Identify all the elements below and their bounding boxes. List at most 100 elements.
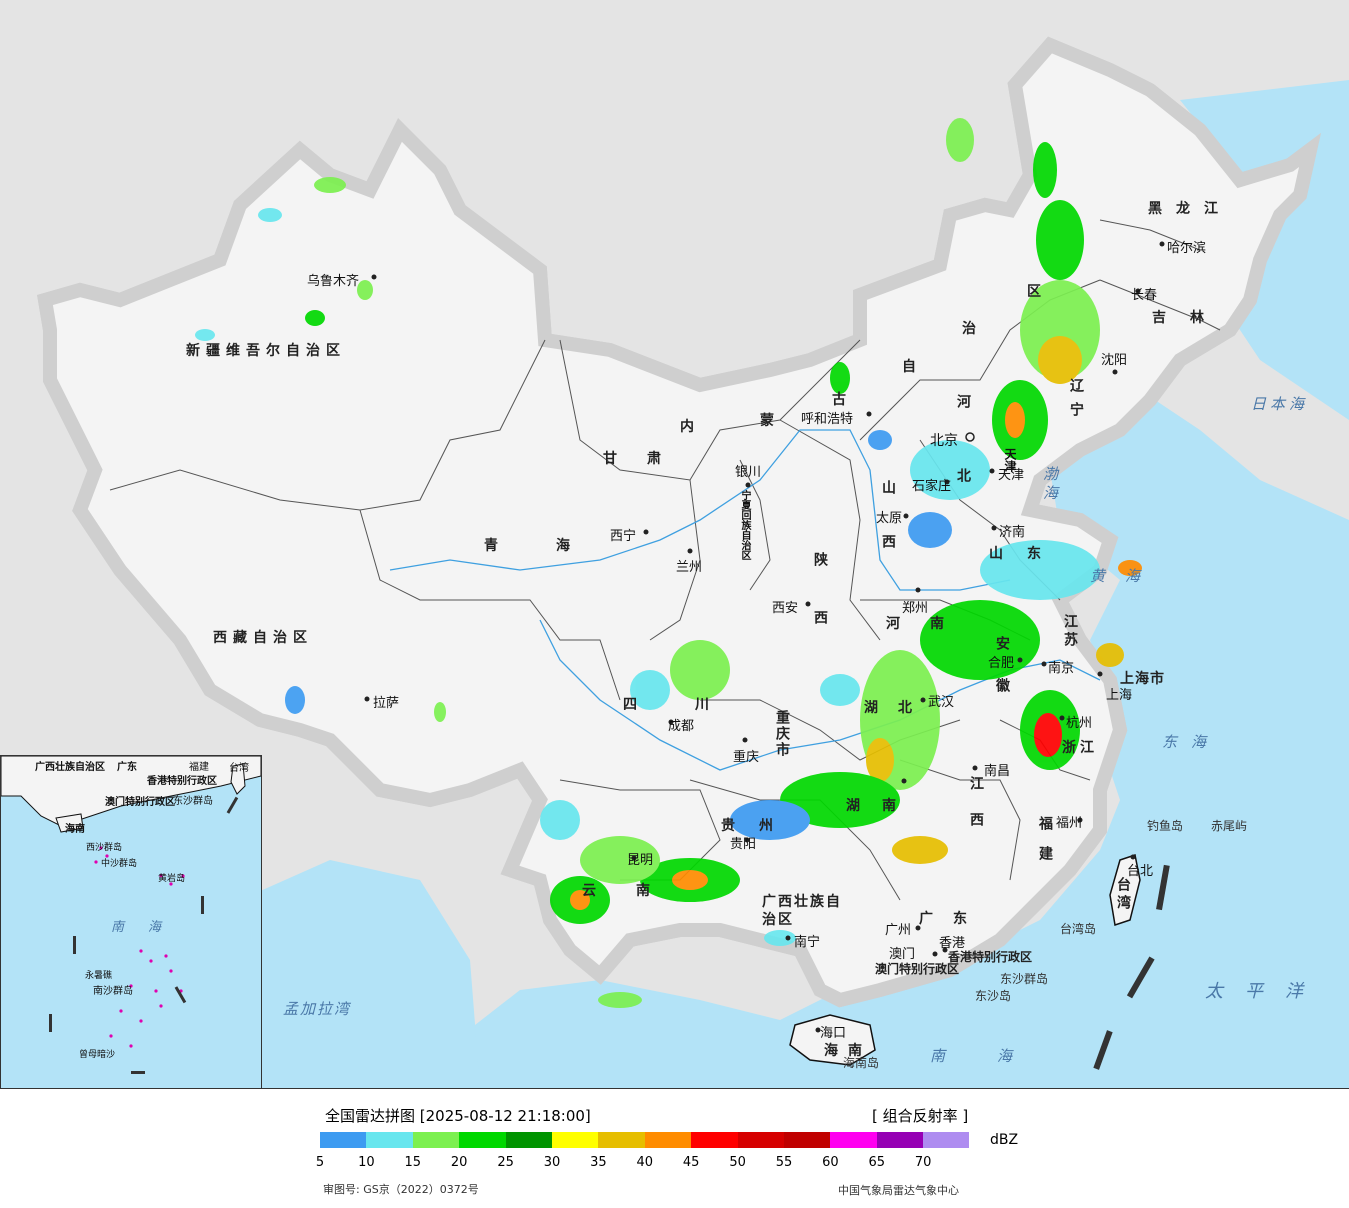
city-guangzhou: 广州 (885, 923, 912, 938)
inset-label-hongkong: 香港特别行政区 (147, 776, 217, 787)
island-chiwei: 赤尾屿 (1211, 819, 1248, 833)
scale-tick-label: 55 (775, 1155, 793, 1170)
city-haikou: 海口 (820, 1026, 847, 1041)
city-shanghai: 上海 (1106, 688, 1133, 703)
inset-label-guangdong: 广东 (117, 762, 137, 773)
region-guangxi: 广西壮族自治区 (762, 894, 842, 928)
scale-tick-label: 15 (404, 1155, 422, 1170)
city-hongkong: 香港 (939, 936, 966, 951)
region-xizang: 西藏自治区 (213, 630, 313, 646)
city-xining: 西宁 (610, 529, 637, 544)
scale-tick-label: 25 (497, 1155, 514, 1170)
region-zhejiang: 浙江 (1062, 740, 1098, 756)
boundary-dashes (1093, 864, 1170, 1070)
region-neimenggu-3: 古 (832, 392, 852, 408)
region-guizhou: 贵州 (721, 818, 797, 834)
region-chongqing: 重庆市 (774, 710, 790, 758)
region-jiangsu: 江苏 (1062, 614, 1078, 650)
inset-label-macau: 澳门特别行政区 (105, 797, 175, 808)
sea-nanhai: 南海 (930, 1047, 1065, 1065)
inset-label-hainan: 海南 (65, 824, 85, 835)
island-diaoyu: 钓鱼岛 (1147, 819, 1184, 833)
region-xinjiang: 新疆维吾尔自治区 (186, 343, 346, 359)
radar-echoes (195, 118, 1142, 1008)
color-swatch-10 (783, 1132, 831, 1148)
scale-tick-label: 40 (636, 1155, 654, 1170)
ocean-bengal (240, 860, 480, 1088)
color-swatch-11 (830, 1132, 877, 1148)
inset-label-xisha: 西沙群岛 (86, 843, 123, 853)
city-yinchuan: 银川 (735, 465, 762, 480)
region-tianjin: 天津 (1003, 448, 1017, 472)
city-fuzhou: 福州 (1056, 816, 1083, 831)
inset-label-yongshu: 永暑礁 (85, 971, 113, 981)
color-scale-bar (320, 1132, 970, 1148)
region-hunan: 湖南 (846, 798, 918, 814)
south-china-sea-inset: 广西壮族自治区 广东 福建 台湾 香港特别行政区 澳门特别行政区 海南 东沙群岛… (0, 755, 262, 1089)
region-neimenggu-1: 内 (680, 419, 700, 435)
city-nanjing: 南京 (1048, 661, 1075, 676)
region-shaanxi: 陕西 (812, 552, 828, 668)
color-swatch-4 (505, 1132, 552, 1148)
region-yunnan: 云南 (582, 883, 690, 899)
data-source: 中国气象局雷达气象中心 (838, 1184, 959, 1197)
city-zhengzhou: 郑州 (902, 601, 929, 616)
inset-label-guangxi: 广西壮族自治区 (35, 762, 105, 773)
city-nanning: 南宁 (794, 935, 821, 950)
scale-tick-label: 60 (822, 1155, 839, 1170)
region-ningxia: 宁夏回族自治区 (739, 490, 750, 560)
color-swatch-0 (320, 1132, 367, 1148)
city-chongqing: 重庆 (733, 750, 760, 765)
china-radar-map: 新疆维吾尔自治区 西藏自治区 青海 甘肃 内 蒙 古 自 治 区 黑龙江 吉林 … (0, 0, 1349, 1089)
region-hubei: 湖北 (864, 700, 932, 716)
sea-pacific: 太平洋 (1205, 981, 1325, 1002)
inset-label-nansha: 南沙群岛 (93, 986, 133, 997)
region-shanxi: 山西 (880, 480, 896, 588)
city-wuhan: 武汉 (928, 695, 955, 710)
scale-tick-label: 30 (543, 1155, 561, 1170)
inset-label-zengmu: 曾母暗沙 (79, 1050, 116, 1060)
taiwan-land (1109, 854, 1141, 926)
region-neimenggu-5: 治 (962, 321, 982, 337)
region-shandong: 山东 (989, 546, 1065, 562)
color-swatch-12 (876, 1132, 924, 1148)
city-harbin: 哈尔滨 (1167, 241, 1207, 256)
scale-tick-label: 65 (868, 1155, 886, 1170)
legend-unit: dBZ (990, 1132, 1019, 1148)
scale-tick-label: 20 (450, 1155, 468, 1170)
sea-bengal: 孟加拉湾 (283, 1000, 352, 1018)
scale-tick-label: 35 (590, 1155, 607, 1170)
region-neimenggu-6: 区 (1027, 284, 1047, 300)
city-taipei: 台北 (1127, 864, 1154, 879)
scale-tick-label: 50 (729, 1155, 746, 1170)
region-sichuan: 四川 (623, 697, 767, 713)
review-number: 审图号: GS京（2022）0372号 (323, 1183, 479, 1196)
region-hainan: 海南 (824, 1043, 872, 1059)
region-liaoning: 辽宁 (1068, 378, 1084, 426)
city-hefei: 合肥 (988, 656, 1015, 671)
city-kunming: 昆明 (627, 853, 654, 868)
island-dongsha-islands: 东沙群岛 (1000, 972, 1049, 986)
city-nanchang: 南昌 (984, 764, 1011, 779)
color-swatch-7 (644, 1132, 692, 1148)
color-swatch-2 (412, 1132, 460, 1148)
scale-tick-label: 45 (682, 1155, 700, 1170)
city-lhasa: 拉萨 (373, 696, 400, 711)
island-hainan: 海南岛 (843, 1056, 880, 1070)
city-shenyang: 沈阳 (1101, 353, 1128, 368)
region-anhui: 安徽 (994, 636, 1010, 720)
region-henan: 河南 (886, 616, 974, 632)
region-heilongjiang: 黑龙江 (1148, 201, 1232, 217)
region-shanghai: 上海市 (1120, 671, 1165, 687)
city-beijing: 北京 (930, 433, 958, 449)
city-macau: 澳门 (889, 947, 916, 962)
scale-tick-label: 10 (358, 1155, 375, 1170)
city-chengdu: 成都 (668, 719, 695, 734)
color-swatch-6 (598, 1132, 645, 1148)
city-tianjin: 天津 (998, 468, 1025, 483)
inset-label-taiwan: 台湾 (229, 763, 249, 774)
color-swatch-3 (459, 1132, 506, 1148)
color-swatch-1 (366, 1132, 413, 1148)
city-changchun: 长春 (1131, 288, 1158, 303)
